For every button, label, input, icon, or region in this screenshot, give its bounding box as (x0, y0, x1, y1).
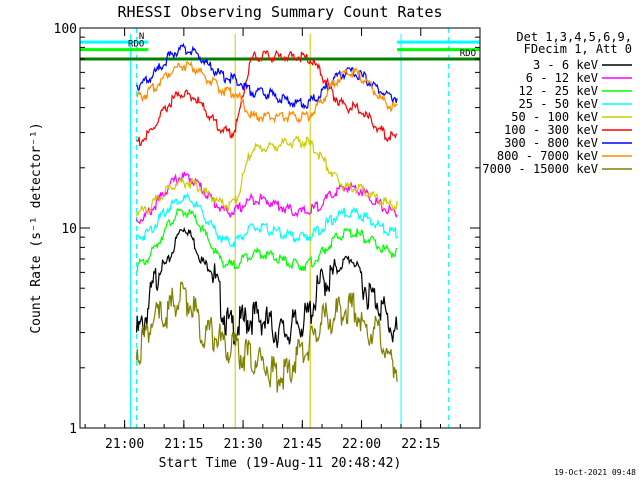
legend-label-3: 25 - 50 keV (519, 97, 598, 111)
x-tick-label-5: 22:15 (401, 437, 440, 452)
y-axis-label: Count Rate (s⁻¹ detector⁻¹) (29, 122, 44, 333)
legend-header-line-2: FDecim 1, Att 0 (524, 42, 632, 56)
legend-label-7: 800 - 7000 keV (497, 149, 598, 163)
x-tick-label-3: 21:45 (283, 437, 322, 452)
series-line-1 (135, 171, 398, 225)
legend-header-line-1: Det 1,3,4,5,6,9, (516, 30, 632, 44)
legend-label-6: 300 - 800 keV (504, 136, 598, 150)
footer-timestamp: 19-Oct-2021 09:48 (554, 468, 636, 477)
legend-label-2: 12 - 25 keV (519, 84, 598, 98)
vertical-markers (130, 28, 449, 428)
legend-label-8: 7000 - 15000 keV (482, 162, 598, 176)
x-axis-label: Start Time (19-Aug-11 20:48:42) (159, 456, 402, 471)
legend-label-0: 3 - 6 keV (533, 58, 598, 72)
legend-label-4: 50 - 100 keV (511, 110, 598, 124)
axes: 21:00 21:15 21:30 21:45 22:00 22:15 1 10 100 (54, 22, 481, 452)
series-line-7 (136, 60, 398, 124)
x-tick-label-2: 21:30 (224, 437, 263, 452)
x-tick-label-0: 21:00 (105, 437, 144, 452)
series-line-2 (136, 207, 398, 272)
series-line-5 (136, 49, 398, 147)
series-line-3 (136, 191, 398, 248)
series-line-0 (135, 226, 398, 348)
legend-label-5: 100 - 300 keV (504, 123, 598, 137)
y-tick-label-0: 1 (69, 422, 77, 437)
flag-bar-label-2: RDO (460, 49, 476, 59)
flag-bar-label-1: RDO (128, 40, 144, 50)
x-tick-label-1: 21:15 (164, 437, 203, 452)
flag-bar-label-0: N (139, 32, 144, 42)
series-line-8 (135, 281, 398, 393)
series-lines (135, 42, 398, 393)
legend-label-1: 6 - 12 keV (526, 71, 598, 85)
y-tick-label-2: 100 (54, 22, 77, 37)
x-tick-label-4: 22:00 (342, 437, 381, 452)
chart-title: RHESSI Observing Summary Count Rates (117, 3, 442, 21)
series-line-4 (135, 135, 398, 217)
y-tick-label-1: 10 (61, 222, 77, 237)
